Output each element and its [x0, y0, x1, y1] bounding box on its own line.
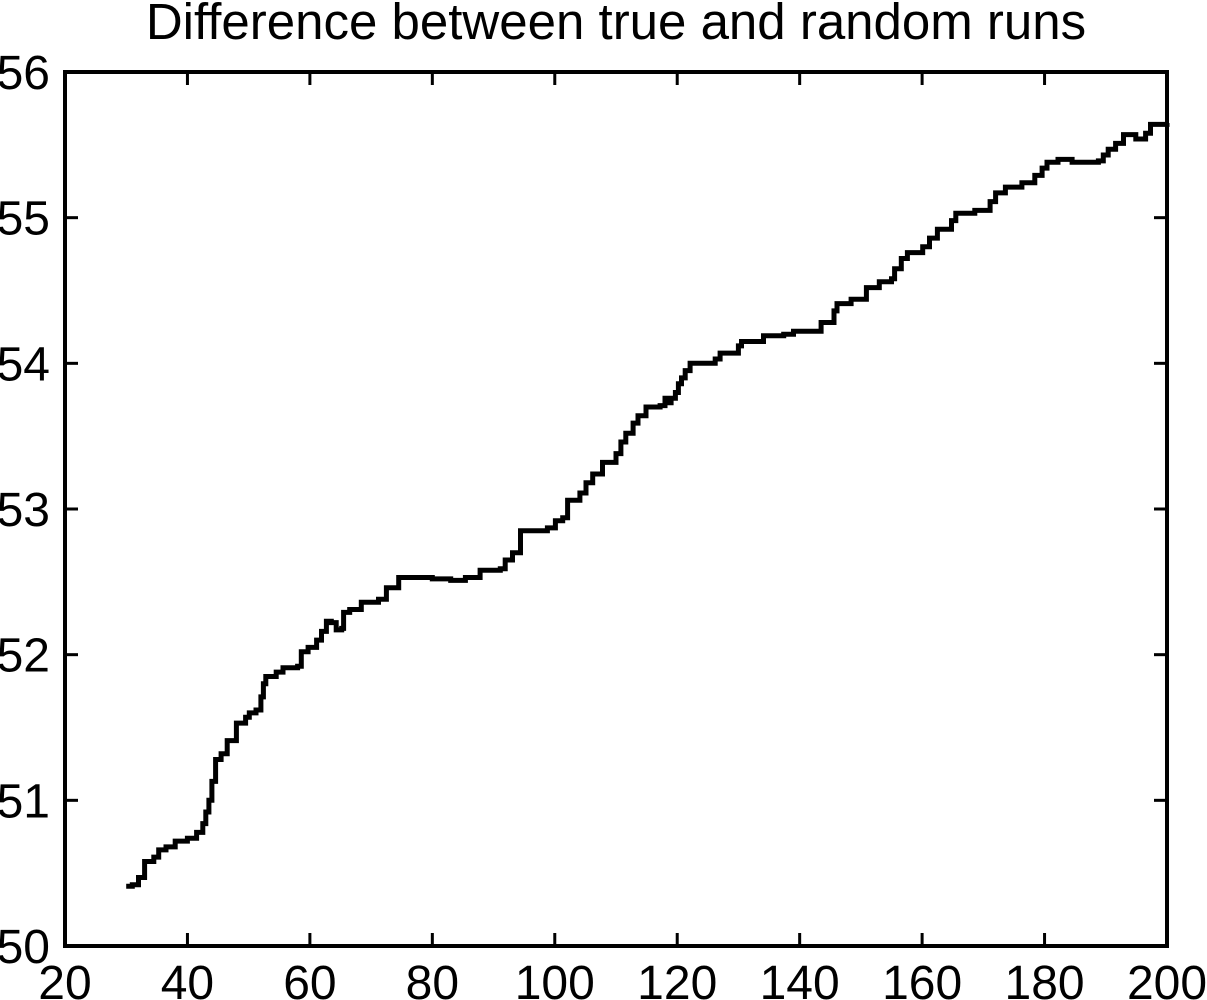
x-tick-label: 60 [283, 957, 336, 1000]
y-tick-label: 56 [0, 47, 50, 100]
x-tick-label: 120 [637, 957, 717, 1000]
x-tick-label: 80 [406, 957, 459, 1000]
data-line [126, 121, 1170, 889]
y-tick-label: 52 [0, 630, 50, 683]
x-tick-label: 140 [760, 957, 840, 1000]
y-tick-label: 50 [0, 921, 50, 974]
x-tick-label: 100 [515, 957, 595, 1000]
y-tick-label: 53 [0, 484, 50, 537]
x-tick-label: 20 [38, 957, 91, 1000]
x-tick-label: 180 [1005, 957, 1085, 1000]
chart-title: Difference between true and random runs [145, 0, 1087, 50]
y-tick-label: 54 [0, 338, 50, 391]
x-tick-label: 200 [1127, 957, 1207, 1000]
x-tick-label: 160 [882, 957, 962, 1000]
y-tick-label: 55 [0, 193, 50, 246]
x-tick-label: 40 [161, 957, 214, 1000]
y-tick-label: 51 [0, 775, 50, 828]
plot-border [63, 70, 1169, 948]
